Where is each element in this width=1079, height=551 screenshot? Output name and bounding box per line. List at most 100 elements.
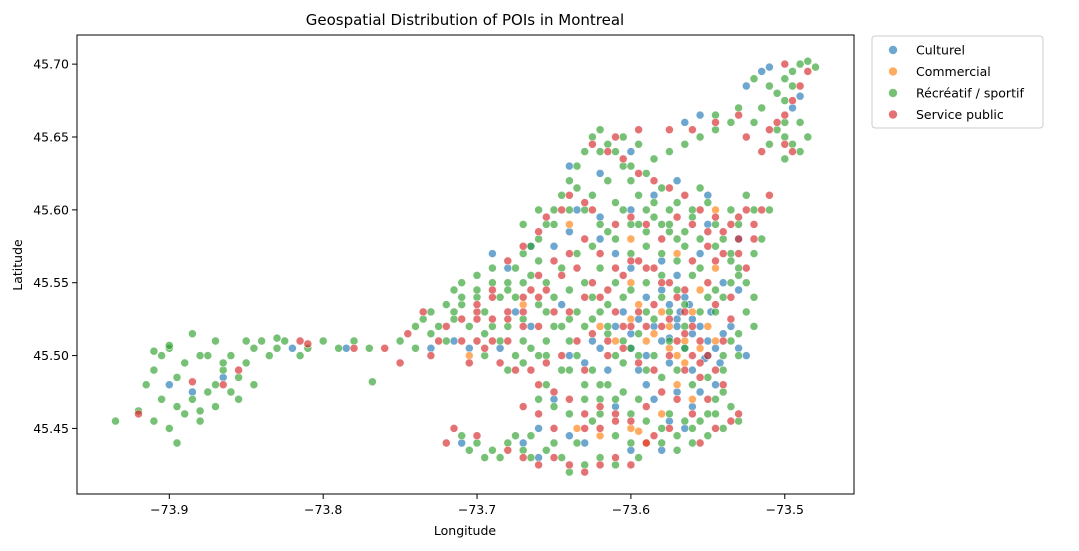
data-point — [334, 343, 343, 353]
data-point — [672, 365, 682, 375]
data-point — [626, 322, 636, 331]
data-point — [695, 183, 705, 193]
data-point — [580, 205, 590, 215]
data-point — [172, 373, 182, 382]
data-point — [665, 322, 674, 331]
data-point — [588, 329, 597, 339]
data-point — [657, 322, 667, 331]
data-point — [472, 285, 482, 295]
data-point — [449, 424, 459, 433]
data-point — [788, 96, 797, 105]
data-point — [641, 438, 651, 448]
data-point — [588, 365, 597, 375]
data-point — [441, 336, 451, 346]
data-point — [588, 242, 597, 251]
data-point — [649, 329, 659, 339]
data-point — [488, 278, 497, 288]
plot-frame — [76, 34, 855, 495]
data-point — [580, 438, 590, 448]
data-point — [149, 365, 159, 375]
data-point — [457, 438, 467, 448]
data-point — [626, 343, 636, 353]
data-point — [611, 263, 620, 273]
data-point — [626, 329, 636, 339]
data-point — [680, 343, 690, 353]
x-tick-label: −73.9 — [150, 502, 188, 517]
data-point — [695, 132, 705, 142]
data-point — [711, 263, 720, 273]
legend-marker — [888, 88, 898, 98]
data-point — [572, 424, 582, 433]
data-point — [464, 358, 474, 368]
data-point — [703, 191, 713, 200]
data-point — [703, 373, 713, 382]
data-point — [618, 161, 628, 171]
data-point — [218, 358, 228, 368]
data-point — [218, 365, 228, 375]
data-point — [626, 249, 636, 258]
data-point — [688, 402, 697, 411]
data-point — [511, 292, 520, 302]
chart-title: Geospatial Distribution of POIs in Montr… — [306, 11, 624, 29]
data-point — [526, 365, 536, 375]
data-point — [195, 406, 205, 416]
data-point — [572, 183, 582, 193]
data-point — [711, 365, 720, 375]
legend-label: Service public — [916, 107, 1004, 122]
data-point — [503, 365, 513, 375]
data-point — [611, 431, 620, 441]
data-point — [703, 431, 713, 441]
legend-label: Récréatif / sportif — [916, 86, 1024, 101]
data-point — [634, 314, 643, 324]
data-point — [711, 336, 720, 346]
data-point — [534, 271, 543, 280]
data-point — [503, 263, 513, 273]
data-point — [588, 132, 597, 142]
data-point — [541, 380, 551, 390]
data-point — [711, 307, 720, 317]
data-point — [565, 220, 574, 229]
data-point — [518, 358, 528, 368]
data-point — [526, 322, 536, 331]
data-point — [526, 271, 536, 280]
data-point — [626, 220, 636, 229]
data-point — [611, 147, 620, 156]
data-point — [188, 329, 197, 339]
data-point — [534, 424, 543, 433]
data-point — [557, 205, 567, 215]
data-point — [518, 314, 528, 324]
data-point — [565, 467, 574, 477]
data-point — [572, 438, 582, 448]
data-point — [603, 336, 613, 346]
data-point — [534, 380, 543, 390]
legend-marker — [888, 45, 898, 55]
data-point — [665, 416, 674, 426]
data-point — [688, 314, 697, 324]
data-point — [234, 365, 243, 375]
data-point — [541, 285, 551, 295]
data-point — [765, 81, 774, 91]
data-point — [695, 322, 705, 331]
data-point — [518, 292, 528, 302]
data-point — [734, 271, 743, 280]
data-point — [549, 387, 559, 397]
y-tick-label: 45.45 — [33, 421, 69, 436]
data-point — [580, 278, 590, 288]
data-point — [488, 292, 497, 302]
data-point — [511, 365, 520, 375]
data-point — [272, 343, 282, 353]
data-point — [726, 256, 736, 266]
data-point — [565, 285, 574, 295]
data-point — [603, 227, 613, 236]
data-point — [665, 205, 674, 215]
data-point — [157, 394, 166, 404]
data-point — [618, 292, 628, 302]
data-point — [488, 263, 497, 273]
data-point — [741, 191, 751, 200]
data-point — [665, 227, 674, 236]
data-point — [595, 402, 605, 411]
data-point — [595, 453, 605, 462]
data-point — [665, 409, 674, 419]
data-point — [503, 336, 513, 346]
data-point — [534, 453, 543, 462]
